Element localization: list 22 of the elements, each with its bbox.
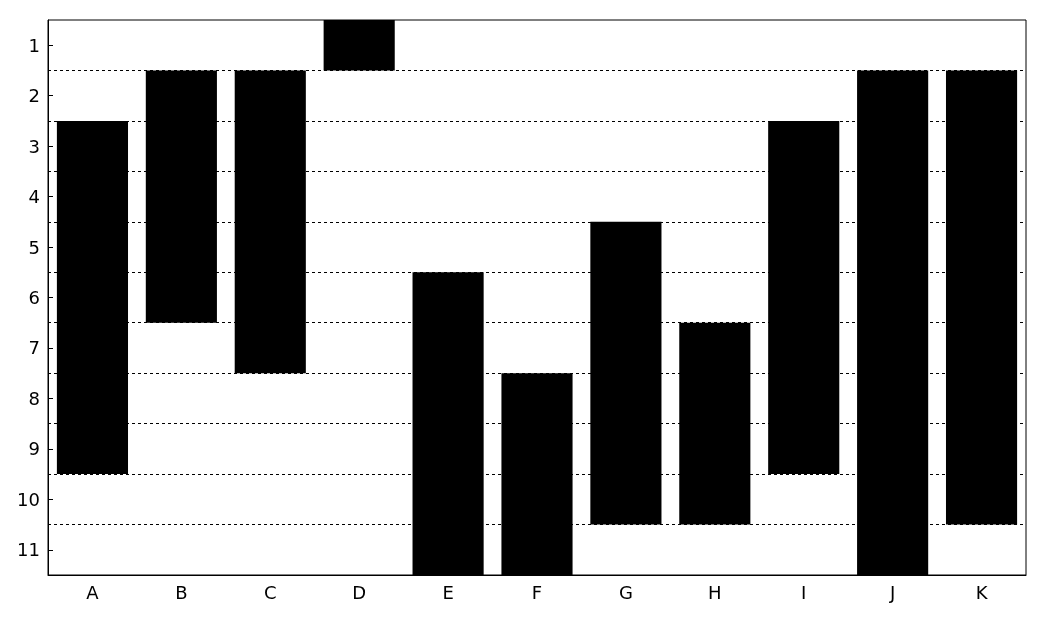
y-tick-label: 9 — [28, 438, 40, 460]
x-tick-label: H — [708, 581, 722, 603]
y-tick-label: 6 — [28, 287, 40, 308]
x-tick-label: D — [352, 581, 367, 603]
x-tick-label: G — [618, 581, 633, 603]
y-tick-label: 1 — [28, 34, 40, 56]
y-tick-label: 10 — [17, 488, 40, 510]
y-tick-label: 2 — [28, 85, 40, 107]
x-tick-label: B — [175, 581, 188, 603]
x-tick-label: A — [86, 581, 100, 603]
y-tick-label: 3 — [28, 135, 40, 157]
y-tick-label: 11 — [17, 539, 40, 561]
x-tick-label: E — [442, 581, 454, 603]
x-tick-label: J — [888, 581, 896, 603]
y-tick-label: 8 — [28, 387, 40, 409]
y-tick-label: 7 — [28, 337, 40, 359]
x-tick-label: F — [531, 581, 543, 603]
x-tick-label: K — [975, 581, 989, 603]
y-tick-label: 5 — [28, 236, 40, 258]
x-tick-label: C — [263, 581, 277, 603]
y-tick-label: 4 — [28, 186, 40, 208]
x-tick-label: I — [801, 581, 807, 603]
